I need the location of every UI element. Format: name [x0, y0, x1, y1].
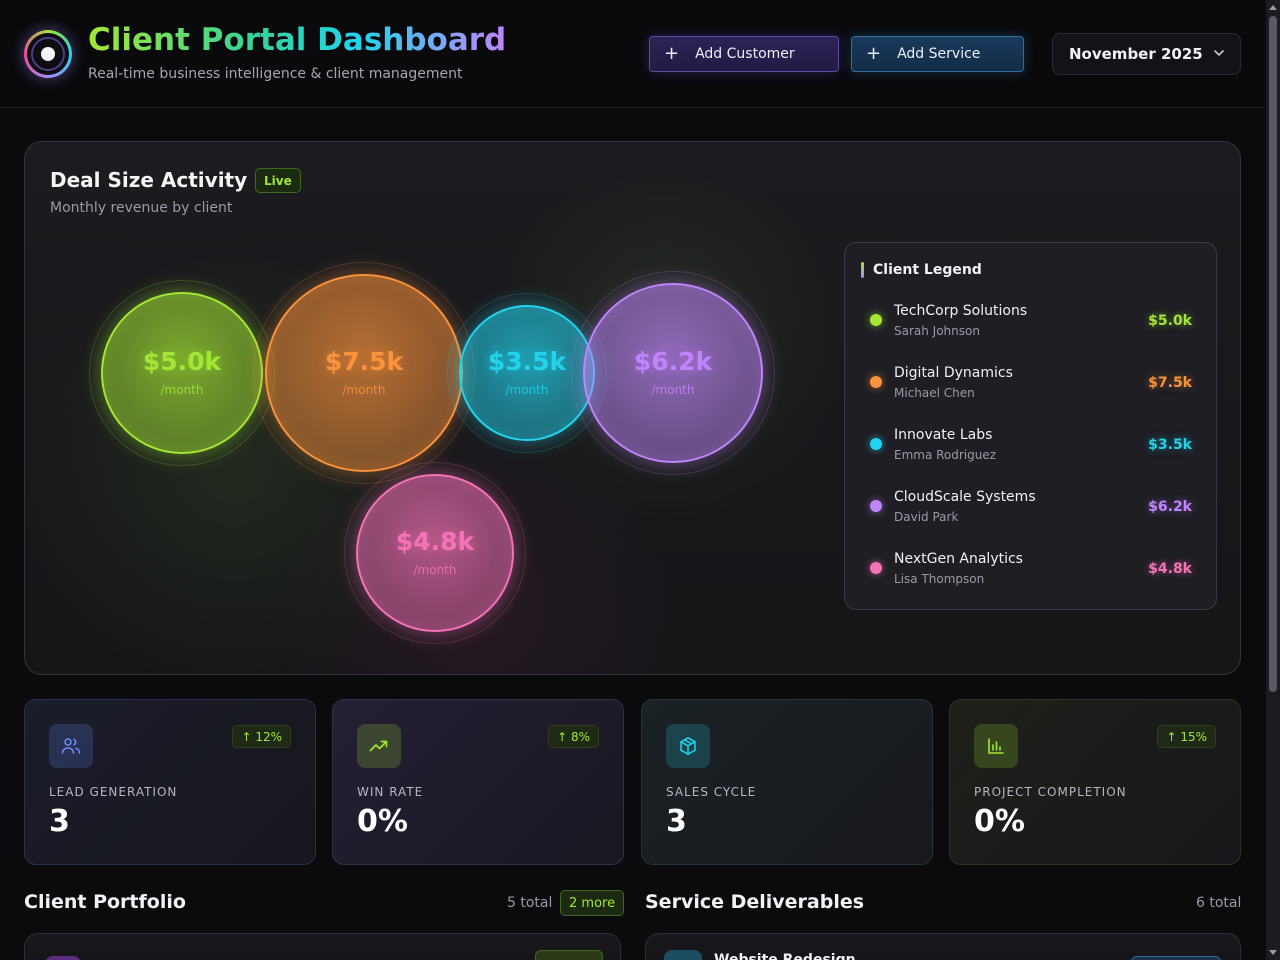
- bubble-unit: /month: [651, 383, 695, 397]
- deliverable-title[interactable]: Website Redesign: [714, 952, 856, 960]
- kpi-trend-badge: ↑ 15%: [1157, 725, 1216, 748]
- plus-icon: +: [866, 43, 882, 64]
- legend-accent-bar: [861, 262, 864, 278]
- legend-item[interactable]: CloudScale Systems David Park $6.2k: [845, 484, 1216, 532]
- month-select[interactable]: November 2025: [1052, 33, 1241, 75]
- legend-client-name: NextGen Analytics: [894, 551, 1023, 567]
- top-header: Client Portal Dashboard Real-time busine…: [0, 0, 1266, 108]
- legend-client-name: Innovate Labs: [894, 427, 993, 443]
- kpi-card: ↑ 8% WIN RATE 0%: [332, 699, 624, 865]
- legend-client-name: CloudScale Systems: [894, 489, 1036, 505]
- package-icon: [666, 724, 710, 768]
- legend-title: Client Legend: [873, 262, 982, 278]
- bubble-value: $6.2k: [633, 347, 713, 376]
- client-portfolio-title: Client Portfolio: [24, 891, 186, 913]
- legend-client-name: Digital Dynamics: [894, 365, 1013, 381]
- legend-item[interactable]: Innovate Labs Emma Rodriguez $3.5k: [845, 422, 1216, 470]
- legend-value: $5.0k: [1148, 313, 1192, 329]
- deal-bubble[interactable]: $3.5k/month: [459, 305, 595, 441]
- deliverable-status-badge: [1131, 956, 1221, 960]
- logo-icon: [24, 30, 72, 78]
- scroll-thumb[interactable]: [1269, 16, 1277, 692]
- service-deliverables-title: Service Deliverables: [645, 891, 865, 913]
- bubble-unit: /month: [342, 383, 386, 397]
- client-avatar: [45, 956, 81, 960]
- add-customer-button[interactable]: + Add Customer: [649, 36, 839, 72]
- legend-contact-name: Michael Chen: [894, 386, 975, 400]
- add-service-label: Add Service: [897, 46, 981, 62]
- page-scrollbar[interactable]: [1266, 0, 1280, 960]
- legend-item[interactable]: Digital Dynamics Michael Chen $7.5k: [845, 360, 1216, 408]
- client-legend: Client Legend TechCorp Solutions Sarah Jo…: [844, 242, 1217, 610]
- bubble-unit: /month: [413, 563, 457, 577]
- legend-color-dot: [870, 314, 882, 326]
- bar-chart-icon: [974, 724, 1018, 768]
- chevron-down-icon: [1214, 50, 1224, 57]
- client-portfolio-panel: [24, 933, 621, 960]
- kpi-value: 3: [666, 804, 687, 839]
- add-service-button[interactable]: + Add Service: [851, 36, 1024, 72]
- deal-bubble[interactable]: $7.5k/month: [265, 274, 463, 472]
- page-title: Client Portal Dashboard: [88, 22, 507, 58]
- deliverable-icon: [664, 950, 702, 960]
- page-subtitle: Real-time business intelligence & client…: [88, 66, 463, 82]
- kpi-label: PROJECT COMPLETION: [974, 785, 1127, 799]
- deal-bubble[interactable]: $5.0k/month: [101, 292, 263, 454]
- month-select-value: November 2025: [1069, 45, 1203, 63]
- kpi-card: ↑ 15% PROJECT COMPLETION 0%: [949, 699, 1241, 865]
- plus-icon: +: [664, 43, 680, 64]
- activity-title: Deal Size Activity: [50, 168, 248, 192]
- deal-size-activity-card: Deal Size Activity Live Monthly revenue …: [24, 141, 1241, 675]
- legend-value: $7.5k: [1148, 375, 1192, 391]
- client-status-badge: [535, 950, 603, 960]
- bubble-value: $7.5k: [324, 347, 404, 376]
- activity-subtitle: Monthly revenue by client: [50, 200, 233, 216]
- legend-value: $6.2k: [1148, 499, 1192, 515]
- scroll-down-arrow-icon[interactable]: [1269, 950, 1277, 955]
- users-icon: [49, 724, 93, 768]
- kpi-value: 0%: [974, 804, 1025, 839]
- legend-client-name: TechCorp Solutions: [894, 303, 1028, 319]
- service-deliverables-count: 6 total: [1196, 895, 1242, 911]
- bubble-value: $4.8k: [395, 527, 475, 556]
- legend-contact-name: David Park: [894, 510, 959, 524]
- kpi-trend-badge: ↑ 12%: [232, 725, 291, 748]
- kpi-label: WIN RATE: [357, 785, 424, 799]
- kpi-value: 0%: [357, 804, 408, 839]
- bubble-unit: /month: [505, 383, 549, 397]
- legend-contact-name: Emma Rodriguez: [894, 448, 997, 462]
- bubble-value: $3.5k: [487, 347, 567, 376]
- kpi-card: ↑ 12% LEAD GENERATION 3: [24, 699, 316, 865]
- deal-bubble[interactable]: $6.2k/month: [583, 283, 763, 463]
- legend-value: $3.5k: [1148, 437, 1192, 453]
- legend-color-dot: [870, 562, 882, 574]
- deal-bubble[interactable]: $4.8k/month: [356, 474, 514, 632]
- legend-item[interactable]: TechCorp Solutions Sarah Johnson $5.0k: [845, 298, 1216, 346]
- service-deliverables-panel: Website Redesign: [645, 933, 1241, 960]
- client-portfolio-count: 5 total: [507, 895, 553, 911]
- legend-color-dot: [870, 376, 882, 388]
- more-clients-badge[interactable]: 2 more: [560, 890, 625, 916]
- add-customer-label: Add Customer: [695, 46, 795, 62]
- legend-item[interactable]: NextGen Analytics Lisa Thompson $4.8k: [845, 546, 1216, 594]
- kpi-label: LEAD GENERATION: [49, 785, 178, 799]
- legend-value: $4.8k: [1148, 561, 1192, 577]
- kpi-card: SALES CYCLE 3: [641, 699, 933, 865]
- live-badge: Live: [255, 168, 301, 193]
- legend-contact-name: Sarah Johnson: [894, 324, 980, 338]
- bubble-unit: /month: [160, 383, 204, 397]
- legend-color-dot: [870, 438, 882, 450]
- legend-color-dot: [870, 500, 882, 512]
- trending-up-icon: [357, 724, 401, 768]
- legend-contact-name: Lisa Thompson: [894, 572, 985, 586]
- kpi-value: 3: [49, 804, 70, 839]
- kpi-trend-badge: ↑ 8%: [548, 725, 599, 748]
- scroll-up-arrow-icon[interactable]: [1269, 5, 1277, 10]
- kpi-label: SALES CYCLE: [666, 785, 757, 799]
- bubble-value: $5.0k: [142, 347, 222, 376]
